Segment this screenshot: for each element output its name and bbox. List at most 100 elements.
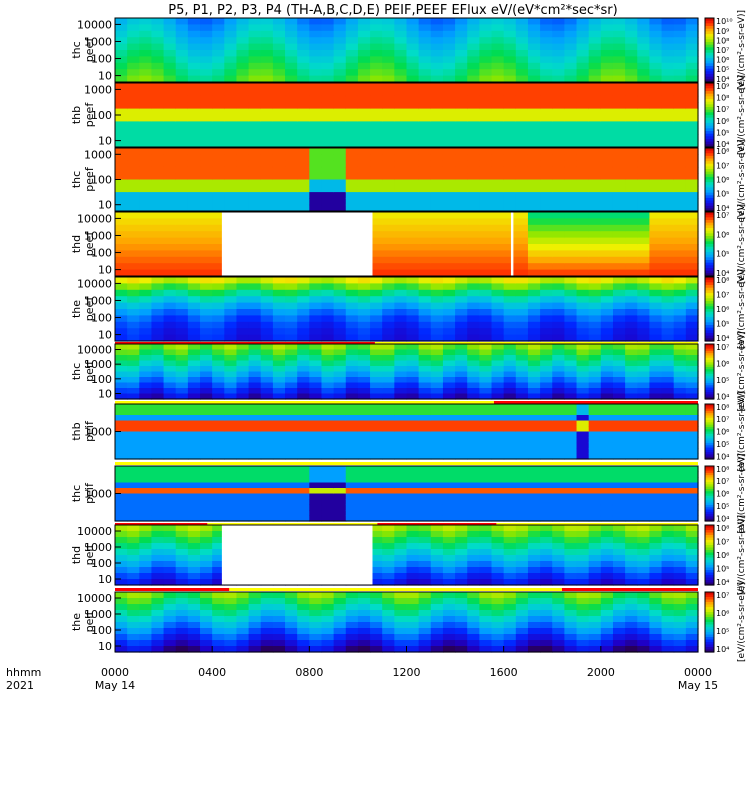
spectrogram-cell — [455, 277, 468, 284]
spectrogram-cell — [540, 549, 553, 556]
spectrogram-cell — [297, 437, 310, 443]
spectrogram-cell — [552, 567, 565, 574]
spectrogram-cell — [164, 244, 177, 251]
spectrogram-cell — [176, 109, 189, 116]
spectrogram-cell — [601, 69, 614, 76]
spectrogram-cell — [370, 415, 383, 421]
spectrogram-cell — [249, 622, 262, 629]
spectrogram-cell — [151, 350, 164, 356]
spectrogram-cell — [188, 555, 201, 562]
spectrogram-cell — [479, 404, 492, 410]
spectrogram-cell — [407, 410, 420, 416]
spectrogram-cell — [540, 50, 553, 57]
spectrogram-cell — [516, 328, 529, 335]
spectrogram-cell — [236, 283, 249, 290]
spectrogram-cell — [407, 537, 420, 544]
spectrogram-cell — [394, 549, 407, 556]
spectrogram-cell — [419, 328, 432, 335]
colorbar-tick-label: 10⁶ — [716, 230, 729, 239]
spectrogram-cell — [564, 315, 577, 322]
spectrogram-cell — [407, 37, 420, 44]
spectrogram-cell — [613, 426, 626, 432]
spectrogram-cell — [552, 56, 565, 63]
spectrogram-cell — [200, 257, 213, 264]
spectrogram-cell — [419, 377, 432, 383]
spectrogram-cell — [249, 344, 262, 350]
spectrogram-cell — [212, 426, 225, 432]
spectrogram-cell — [419, 148, 432, 155]
spectrogram-cell — [516, 415, 529, 421]
spectrogram-cell — [115, 494, 128, 500]
spectrogram-cell — [443, 44, 456, 51]
spectrogram-cell — [212, 148, 225, 155]
spectrogram-cell — [540, 96, 553, 103]
spectrogram-cell — [662, 344, 675, 350]
spectrogram-cell — [589, 437, 602, 443]
spectrogram-cell — [637, 238, 650, 245]
spectrogram-cell — [115, 477, 128, 483]
spectrogram-cell — [516, 315, 529, 322]
spectrogram-cell — [479, 383, 492, 389]
spectrogram-cell — [662, 477, 675, 483]
spectrogram-cell — [236, 83, 249, 90]
spectrogram-cell — [686, 477, 699, 483]
spectrogram-cell — [601, 283, 614, 290]
spectrogram-cell — [674, 89, 687, 96]
spectrogram-cell — [176, 24, 189, 31]
spectrogram-cell — [285, 488, 298, 494]
spectrogram-cell — [455, 212, 468, 219]
spectrogram-cell — [297, 328, 310, 335]
spectrogram-cell — [261, 63, 274, 70]
spectrogram-cell — [358, 63, 371, 70]
spectrogram-cell — [176, 404, 189, 410]
spectrogram-cell — [662, 212, 675, 219]
spectrogram-cell — [249, 640, 262, 647]
spectrogram-cell — [552, 549, 565, 556]
spectrogram-cell — [649, 410, 662, 416]
spectrogram-cell — [504, 180, 517, 187]
spectrogram-cell — [164, 250, 177, 257]
spectrogram-cell — [649, 121, 662, 128]
spectrogram-cell — [188, 102, 201, 109]
spectrogram-cell — [467, 109, 480, 116]
spectrogram-cell — [552, 50, 565, 57]
spectrogram-cell — [662, 525, 675, 532]
spectrogram-cell — [467, 483, 480, 489]
spectrogram-cell — [613, 244, 626, 251]
spectrogram-cell — [528, 421, 541, 427]
spectrogram-cell — [528, 263, 541, 270]
spectrogram-cell — [139, 525, 152, 532]
spectrogram-cell — [273, 69, 286, 76]
spectrogram-cell — [139, 350, 152, 356]
spectrogram-cell — [261, 290, 274, 297]
spectrogram-cell — [431, 592, 444, 599]
spectrogram-cell — [492, 328, 505, 335]
spectrogram-cell — [455, 355, 468, 361]
spectrogram-cell — [467, 499, 480, 505]
spectrogram-cell — [540, 56, 553, 63]
spectrogram-cell — [625, 69, 638, 76]
spectrogram-cell — [200, 225, 213, 232]
spectrogram-cell — [613, 238, 626, 245]
spectrogram-cell — [625, 448, 638, 454]
spectrogram-cell — [419, 309, 432, 316]
spectrogram-cell — [188, 180, 201, 187]
spectrogram-cell — [285, 18, 298, 25]
spectrogram-cell — [455, 366, 468, 372]
spectrogram-cell — [637, 263, 650, 270]
spectrogram-cell — [321, 448, 334, 454]
spectrogram-cell — [382, 198, 395, 205]
spectrogram-cell — [637, 69, 650, 76]
spectrogram-cell — [358, 198, 371, 205]
spectrogram-cell — [540, 488, 553, 494]
spectrogram-cell — [540, 477, 553, 483]
spectrogram-cell — [188, 283, 201, 290]
spectrogram-cell — [504, 499, 517, 505]
spectrogram-cell — [613, 315, 626, 322]
spectrogram-cell — [516, 69, 529, 76]
spectrogram-cell — [686, 24, 699, 31]
spectrogram-cell — [164, 154, 177, 161]
spectrogram-cell — [139, 328, 152, 335]
spectrogram-cell — [589, 537, 602, 544]
spectrogram-cell — [370, 303, 383, 310]
